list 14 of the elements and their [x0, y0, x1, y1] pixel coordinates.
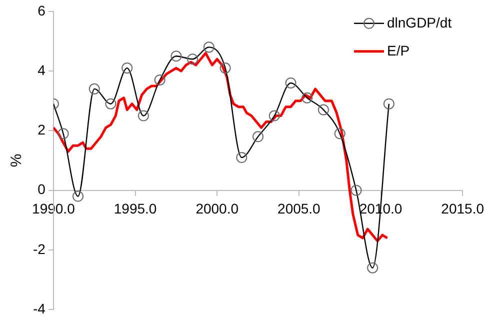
legend-label: E/P — [387, 42, 410, 58]
x-tick-label: 1990.0 — [32, 200, 76, 217]
y-tick-label: -4 — [32, 300, 46, 316]
x-tick-label: 2000.0 — [196, 200, 239, 217]
y-tick-label: -2 — [32, 240, 46, 257]
y-tick-label: 0 — [38, 181, 46, 198]
legend-label: dlnGDP/dt — [387, 14, 452, 30]
y-tick-label: 6 — [38, 2, 46, 18]
y-tick-label: 2 — [38, 122, 46, 138]
x-tick-label: 2005.0 — [278, 200, 321, 217]
y-tick-label: 4 — [38, 62, 46, 78]
x-tick-label: 1995.0 — [114, 200, 157, 217]
x-tick-label: 2015.0 — [441, 200, 484, 217]
y-axis-title: % — [8, 154, 26, 168]
